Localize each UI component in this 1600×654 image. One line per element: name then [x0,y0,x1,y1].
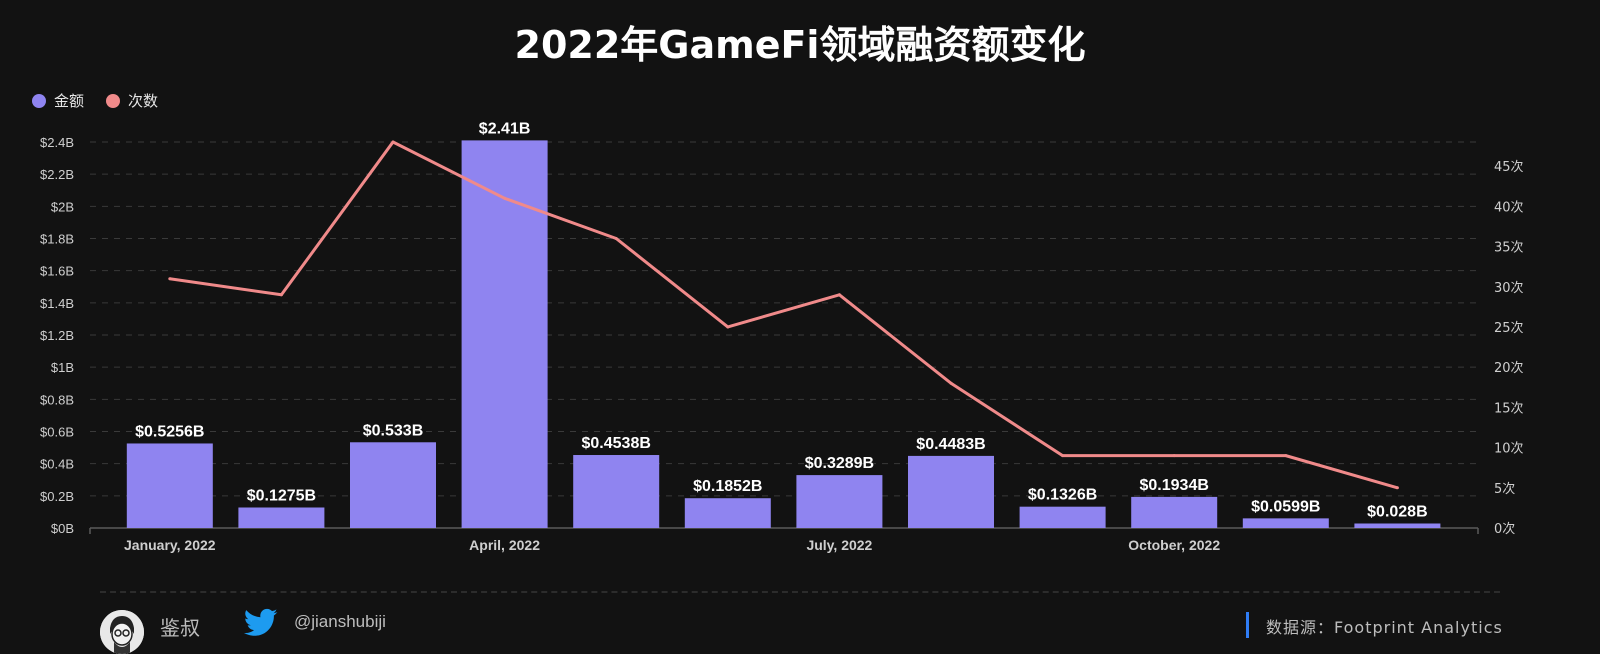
bar-data-label: $0.4483B [916,436,985,453]
bar-data-label: $0.1275B [247,487,316,504]
count-point [614,237,618,240]
count-point [279,293,283,297]
bar-data-label: $0.028B [1367,503,1428,520]
count-line [169,140,1398,490]
y-left-tick-label: $0.4B [40,457,74,472]
count-point [168,277,172,281]
y-right-tick-label: 30次 [1494,280,1524,296]
bar [796,475,883,528]
count-point [391,140,395,144]
y-left-tick-label: $1B [51,360,74,375]
bar-data-label: $0.1326B [1028,487,1097,504]
y-right-tick-label: 0次 [1494,521,1515,537]
bar [1131,496,1218,528]
bar [461,140,548,528]
y-left-tick-label: $1.8B [40,232,74,247]
bar [238,507,325,528]
legend-item-amount[interactable]: 金额 [32,90,84,111]
x-tick-label: January, 2022 [124,537,216,553]
y-left-tick-label: $0.8B [40,392,74,407]
y-right-tick-label: 40次 [1494,199,1524,215]
twitter-icon[interactable] [244,608,278,638]
y-left-tick-label: $0B [51,521,74,536]
bar [126,443,213,528]
y-right-tick-label: 25次 [1494,320,1524,336]
bar-data-label: $2.41B [479,120,531,137]
chart-canvas: $0B $0.2B $0.4B $0.6B $0.8B $1B $1.2B $1.4B $1.6… [40,120,1524,553]
bar [1242,518,1329,528]
author-avatar [100,610,144,654]
bar-data-label: $0.533B [363,422,424,439]
bar [1354,523,1441,528]
count-point [726,325,730,329]
bar-data-label: $0.5256B [135,423,204,440]
count-point [503,196,507,200]
bar-data-label: $0.0599B [1251,498,1320,515]
chart-title: 2022年GameFi领域融资额变化 [514,23,1086,67]
legend-label-amount: 金额 [54,92,85,110]
y-left-tick-label: $0.2B [40,489,74,504]
count-point [1284,454,1288,458]
y-left-tick-label: $2.4B [40,135,74,150]
x-tick-label: October, 2022 [1128,537,1220,553]
legend-dot-count [106,93,121,108]
y-right-tick-label: 15次 [1494,400,1524,416]
chart-legend: 金额 次数 [32,90,158,111]
data-source: 数据源：Footprint Analytics [1266,618,1503,637]
count-point [1061,454,1065,458]
y-left-tick-label: $0.6B [40,425,74,440]
y-right-tick-label: 45次 [1494,159,1524,175]
legend-label-count: 次数 [128,92,159,110]
footer: 鉴叔 @jianshubiji 数据源：Footprint Analytics [0,604,1600,654]
bar-data-label: $0.4538B [582,435,651,452]
y-right-tick-label: 20次 [1494,360,1524,376]
source-accent-bar [1246,612,1249,638]
count-point [949,381,953,385]
bar-data-label: $0.1934B [1140,477,1209,494]
bar-data-label: $0.3289B [805,455,874,472]
y-left-tick-label: $1.4B [40,296,74,311]
footer-divider [100,591,1500,593]
count-point [1395,486,1399,490]
x-tick-label: April, 2022 [469,537,540,553]
y-left-tick-label: $1.2B [40,328,74,343]
bar [908,455,994,528]
bar [573,455,660,528]
y-right-tick-label: 10次 [1494,441,1524,457]
y-left-tick-label: $2.2B [40,167,74,182]
y-right-tick-label: 35次 [1494,240,1524,256]
y-left-tick-label: $2B [51,199,74,214]
y-left-tick-label: $1.6B [40,264,74,279]
bar-data-label: $0.1852B [693,478,762,495]
twitter-handle[interactable]: @jianshubiji [294,612,386,631]
x-tick-label: July, 2022 [806,537,872,553]
author-name: 鉴叔 [160,616,200,640]
bar [350,442,436,528]
legend-item-count[interactable]: 次数 [106,90,158,111]
bar [1019,506,1106,528]
count-point [837,293,841,297]
count-point [1172,454,1176,458]
bar [684,498,771,528]
y-right-tick-label: 5次 [1494,481,1515,497]
legend-dot-amount [32,93,46,108]
